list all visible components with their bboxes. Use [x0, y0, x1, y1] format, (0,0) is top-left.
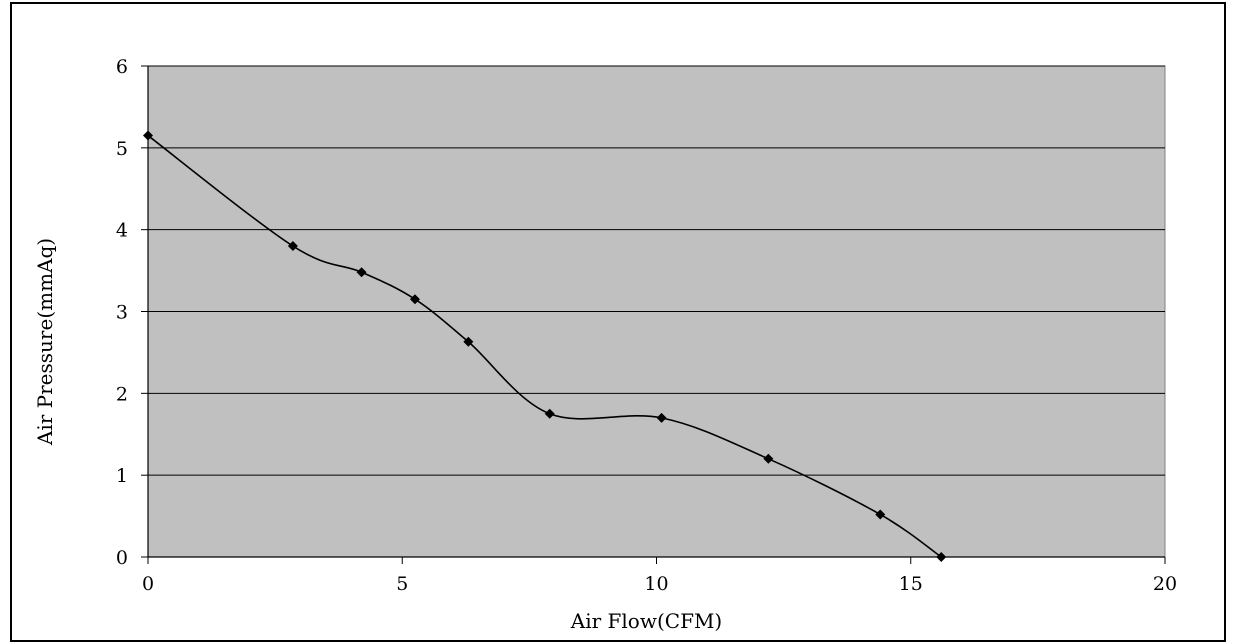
series-line [147, 134, 942, 558]
y-tick-label-2: 2 [116, 383, 128, 405]
data-point-0 [143, 130, 153, 141]
x-tick-label-3: 15 [899, 573, 923, 595]
data-point-7 [763, 453, 774, 464]
tick-marks [141, 65, 1166, 564]
y-tick-label-0: 0 [116, 547, 128, 569]
y-tick-label-5: 5 [116, 138, 128, 160]
tick-labels: 0 1 2 3 4 5 6 0 5 10 15 20 [116, 56, 1177, 595]
data-point-8 [875, 509, 886, 520]
x-tick-label-2: 10 [644, 573, 668, 595]
data-point-4 [463, 336, 474, 347]
data-point-5 [544, 408, 555, 419]
data-point-9 [936, 552, 947, 562]
y-tick-label-4: 4 [116, 220, 128, 242]
data-point-2 [356, 267, 367, 278]
y-axis-label: Air Pressure(mmAq) [33, 238, 57, 446]
gridlines [148, 65, 1165, 476]
x-tick-label-0: 0 [142, 573, 154, 595]
x-axis-label: Air Flow(CFM) [570, 609, 722, 633]
data-point-3 [409, 294, 420, 305]
x-tick-label-4: 20 [1153, 573, 1177, 595]
x-tick-label-1: 5 [396, 573, 408, 595]
y-tick-label-6: 6 [116, 56, 128, 78]
data-point-6 [656, 412, 667, 423]
data-markers [143, 130, 947, 562]
data-point-1 [287, 241, 298, 252]
y-tick-label-3: 3 [116, 302, 128, 324]
y-tick-label-1: 1 [116, 465, 128, 487]
